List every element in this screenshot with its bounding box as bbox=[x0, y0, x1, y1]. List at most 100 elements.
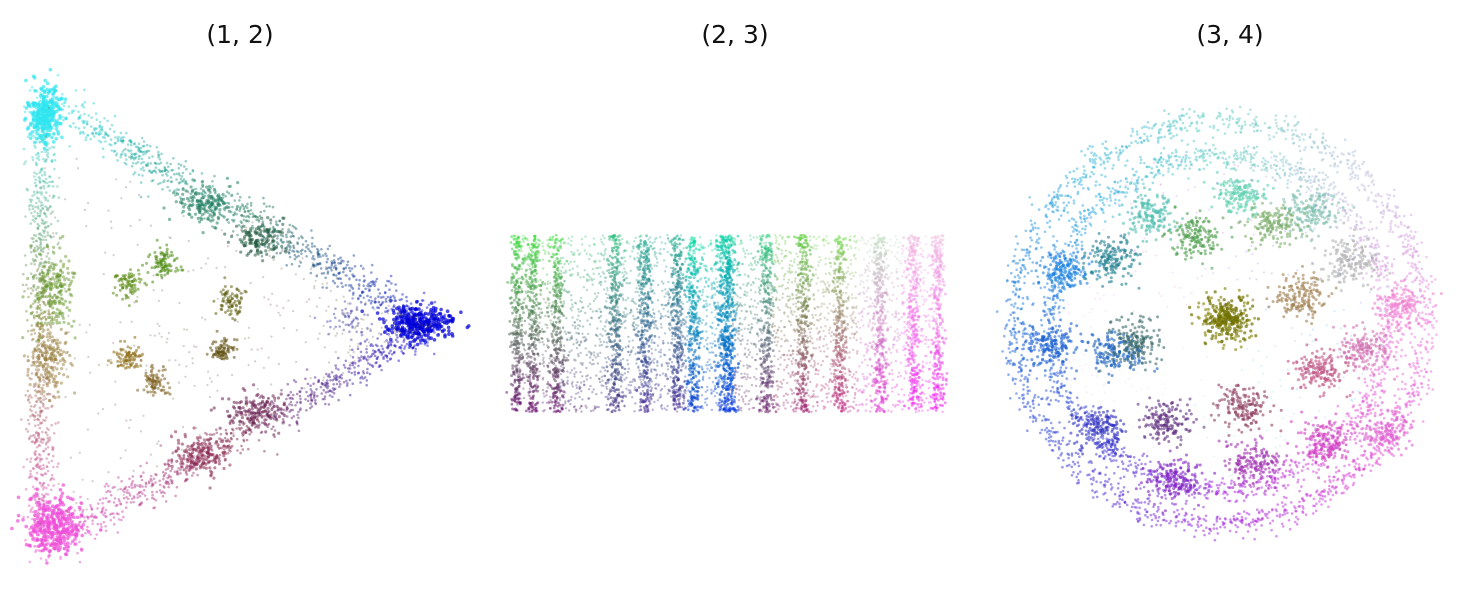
scatter-point bbox=[169, 269, 173, 273]
scatter-point bbox=[221, 299, 225, 303]
scatter-point bbox=[171, 253, 174, 257]
scatter-point bbox=[102, 513, 105, 516]
panel-1-2: (1, 2) bbox=[0, 0, 480, 590]
scatter-point bbox=[386, 359, 389, 363]
scatter-point bbox=[185, 478, 188, 482]
scatter-point bbox=[31, 440, 35, 443]
scatter-point bbox=[41, 474, 45, 477]
scatter-point bbox=[390, 282, 393, 285]
scatter-point bbox=[386, 295, 390, 299]
scatter-point bbox=[52, 245, 56, 249]
scatter-point bbox=[296, 241, 299, 244]
scatter-point bbox=[369, 284, 373, 288]
scatter-point bbox=[388, 358, 392, 361]
scatter-point bbox=[60, 297, 64, 301]
scatter-point bbox=[113, 130, 116, 133]
scatter-point bbox=[148, 170, 151, 173]
scatter-point bbox=[45, 255, 48, 258]
scatter-point bbox=[331, 387, 335, 390]
scatter-point bbox=[35, 96, 39, 100]
scatter-point bbox=[235, 288, 239, 291]
scatter-point bbox=[325, 383, 328, 387]
scatter-point bbox=[297, 250, 300, 254]
scatter-point bbox=[220, 339, 224, 343]
scatter-point bbox=[40, 438, 43, 442]
scatter-point bbox=[330, 264, 334, 267]
scatter-point bbox=[244, 431, 248, 435]
scatter-point bbox=[433, 331, 436, 334]
scatter-point bbox=[121, 364, 125, 368]
scatter-point bbox=[83, 126, 86, 129]
scatter-point bbox=[370, 263, 374, 267]
scatter-point bbox=[55, 515, 60, 519]
scatter-point bbox=[384, 284, 388, 287]
scatter-point bbox=[157, 153, 160, 156]
scatter-point bbox=[167, 475, 171, 479]
scatter-point bbox=[241, 431, 244, 435]
scatter-point bbox=[157, 162, 161, 166]
scatter-point bbox=[417, 311, 422, 316]
scatter-point bbox=[78, 116, 81, 119]
scatter-point bbox=[438, 311, 443, 316]
scatter-point bbox=[95, 132, 98, 135]
scatter-point bbox=[385, 356, 389, 359]
scatter-point bbox=[102, 506, 105, 510]
scatter-point bbox=[180, 180, 184, 183]
scatter-point bbox=[42, 340, 45, 343]
scatter-point bbox=[125, 365, 129, 369]
scatter-point bbox=[332, 392, 336, 395]
scatter-point bbox=[137, 142, 141, 145]
scatter-point bbox=[348, 277, 351, 280]
scatter-point bbox=[24, 78, 28, 83]
scatter-point bbox=[111, 486, 115, 490]
scatter-point bbox=[66, 266, 70, 270]
scatter-point bbox=[376, 306, 379, 309]
scatter-point bbox=[255, 218, 258, 222]
scatter-point bbox=[141, 485, 144, 488]
scatter-point bbox=[293, 257, 297, 261]
scatter-point bbox=[199, 216, 203, 220]
scatter-point bbox=[38, 232, 42, 235]
scatter-point bbox=[309, 402, 312, 406]
scatter-point bbox=[333, 377, 336, 381]
scatter-point bbox=[309, 398, 313, 402]
scatter-point bbox=[23, 162, 26, 166]
scatter-point bbox=[112, 150, 116, 153]
scatter-point bbox=[104, 140, 107, 143]
scatter-point bbox=[363, 340, 367, 343]
scatter-point bbox=[325, 254, 328, 258]
scatter-point bbox=[368, 284, 372, 288]
scatter-point bbox=[227, 439, 230, 443]
scatter-point bbox=[134, 156, 138, 159]
scatter-point bbox=[45, 349, 49, 354]
scatter-point bbox=[353, 265, 357, 268]
scatter-point bbox=[46, 364, 50, 368]
scatter-point bbox=[112, 512, 115, 515]
scatter-point bbox=[297, 416, 300, 420]
scatter-point bbox=[52, 194, 55, 197]
scatter-point bbox=[326, 257, 330, 261]
point-cloud bbox=[10, 67, 471, 565]
scatter-point bbox=[31, 302, 35, 306]
scatter-point bbox=[387, 344, 390, 347]
scatter-point bbox=[35, 487, 40, 492]
scatter-point bbox=[164, 168, 167, 172]
scatter-point bbox=[139, 278, 143, 281]
scatter-point bbox=[42, 368, 45, 371]
scatter-point bbox=[39, 186, 42, 190]
scatter-point bbox=[218, 196, 223, 200]
scatter-point bbox=[61, 275, 66, 279]
scatter-point bbox=[200, 213, 204, 217]
scatter-point bbox=[44, 225, 47, 229]
scatter-point bbox=[59, 288, 64, 293]
scatter-point bbox=[151, 493, 154, 497]
scatter-point bbox=[64, 116, 68, 121]
scatter-point bbox=[326, 390, 330, 394]
scatter-point bbox=[32, 353, 35, 356]
scatter-point bbox=[296, 242, 300, 246]
scatter-point bbox=[140, 502, 143, 505]
scatter-point bbox=[47, 398, 52, 402]
scatter-point bbox=[129, 157, 133, 160]
scatter-point bbox=[157, 369, 161, 373]
scatter-point bbox=[32, 277, 35, 281]
